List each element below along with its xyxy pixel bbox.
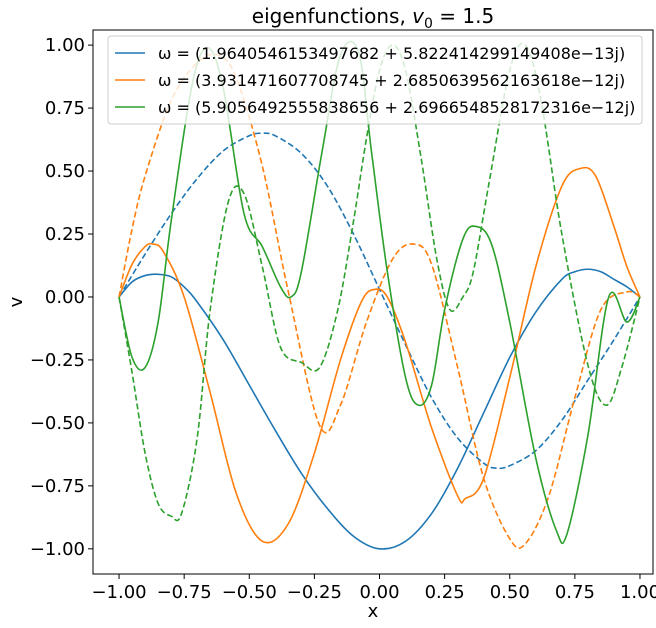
x-tick-label: 0.00: [359, 582, 399, 603]
x-tick-label: 1.00: [620, 582, 656, 603]
title-tail: = 1.5: [433, 4, 494, 28]
x-axis-label: x: [368, 601, 379, 622]
y-tick-label: 0.50: [45, 161, 85, 182]
x-axis-ticks: −1.00 −0.75 −0.50 −0.25 0.00 0.25 0.50 0.75 1.00: [91, 574, 656, 603]
title-main: eigenfunctions,: [252, 4, 412, 28]
y-tick-label: −1.00: [30, 539, 85, 560]
x-tick-label: −0.50: [222, 582, 277, 603]
y-tick-label: 0.25: [45, 224, 85, 245]
y-tick-label: 0.00: [45, 287, 85, 308]
legend-entry-1: ω = (1.9640546153497682 + 5.822414299149…: [158, 44, 625, 63]
series-2-imag-dashed-line: [118, 53, 641, 549]
legend: ω = (1.9640546153497682 + 5.822414299149…: [107, 35, 643, 125]
series-1-real-solid-line: [118, 268, 641, 550]
y-axis-ticks: −1.00 −0.75 −0.50 −0.25 0.00 0.25 0.50 0.75 1.00: [30, 35, 93, 560]
legend-entry-2: ω = (3.931471607708745 + 2.6850639562163…: [158, 71, 625, 90]
y-tick-label: 0.75: [45, 98, 85, 119]
title-subscript: 0: [424, 16, 433, 32]
y-tick-label: −0.75: [30, 476, 85, 497]
legend-entry-3: ω = (5.9056492555838656 + 2.696654852817…: [158, 98, 635, 117]
chart-title: eigenfunctions, v0 = 1.5: [252, 4, 494, 32]
x-tick-label: 0.75: [555, 582, 595, 603]
legend-box: [107, 35, 643, 125]
series-2-real-solid-line: [118, 166, 641, 544]
axes-frame: [92, 29, 654, 575]
y-tick-label: −0.25: [30, 350, 85, 371]
y-tick-label: 1.00: [45, 35, 85, 56]
title-math: v: [412, 4, 425, 28]
x-tick-label: −0.75: [157, 582, 212, 603]
x-tick-label: −1.00: [91, 582, 146, 603]
x-tick-label: 0.50: [490, 582, 530, 603]
x-tick-label: −0.25: [287, 582, 342, 603]
x-tick-label: 0.25: [425, 582, 465, 603]
y-tick-label: −0.50: [30, 413, 85, 434]
y-axis-label: v: [6, 296, 27, 307]
